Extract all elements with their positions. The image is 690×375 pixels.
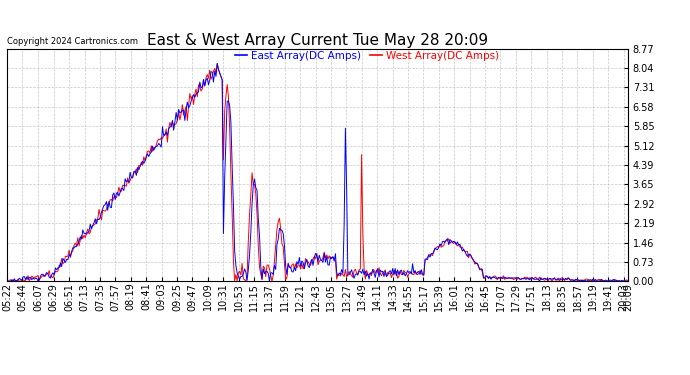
Text: Copyright 2024 Cartronics.com: Copyright 2024 Cartronics.com — [7, 38, 138, 46]
Title: East & West Array Current Tue May 28 20:09: East & West Array Current Tue May 28 20:… — [147, 33, 488, 48]
Legend: East Array(DC Amps), West Array(DC Amps): East Array(DC Amps), West Array(DC Amps) — [230, 46, 504, 65]
